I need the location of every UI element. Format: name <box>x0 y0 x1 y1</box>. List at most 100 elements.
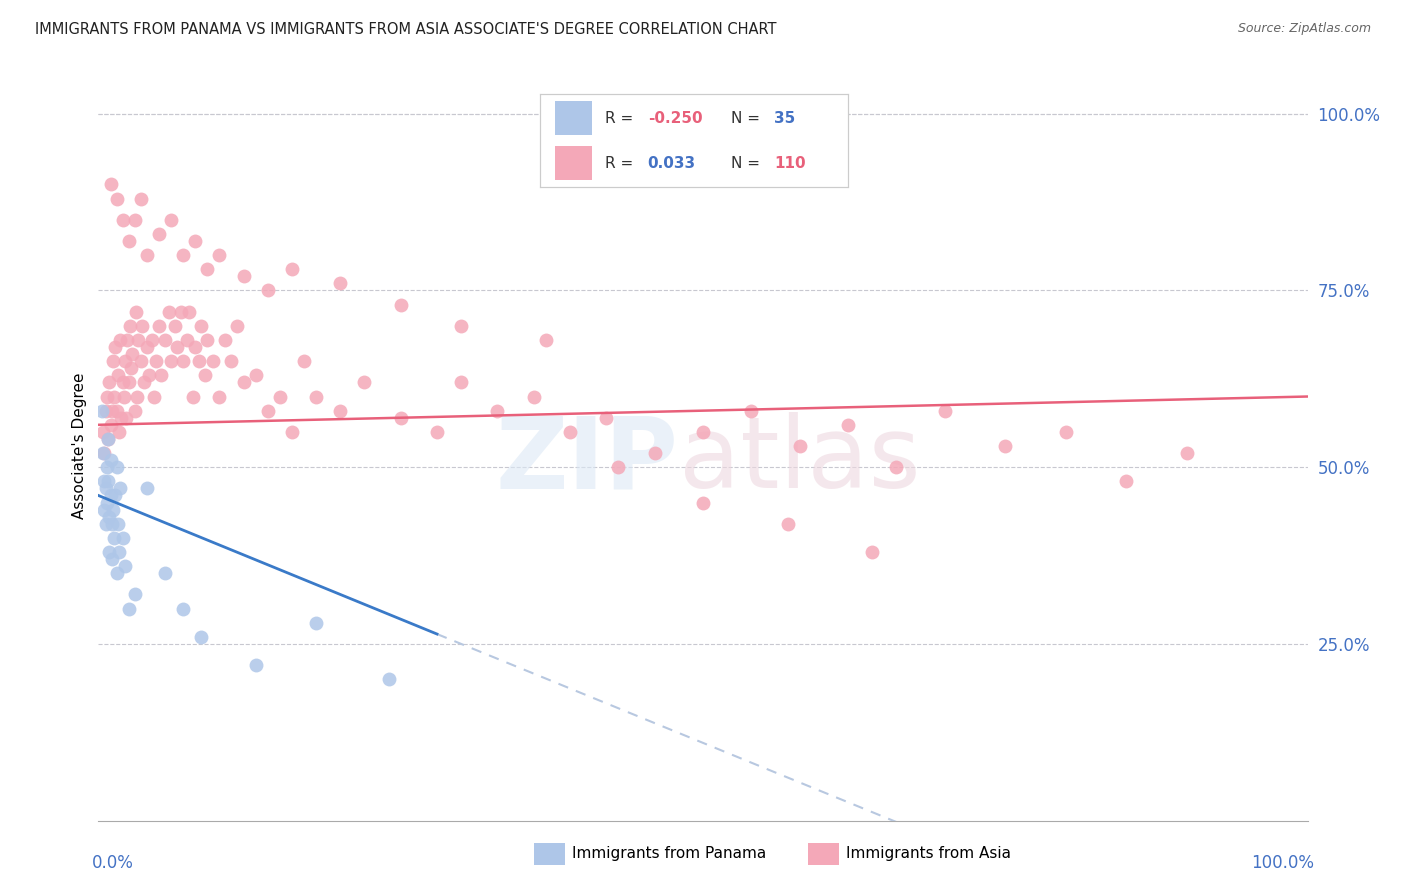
Point <box>256 284 278 298</box>
Point <box>125 304 148 318</box>
Point <box>135 340 157 354</box>
Point <box>107 368 129 383</box>
Point <box>1054 425 1077 439</box>
Point <box>103 531 125 545</box>
Point <box>256 403 278 417</box>
Point <box>172 248 194 262</box>
Point <box>934 403 956 417</box>
Point <box>96 390 118 404</box>
Point <box>450 376 472 390</box>
Point <box>124 212 146 227</box>
Point <box>94 482 117 496</box>
Point <box>169 304 191 318</box>
Point <box>194 368 217 383</box>
Text: Immigrants from Panama: Immigrants from Panama <box>572 847 766 861</box>
Point <box>150 368 173 383</box>
Point <box>232 269 254 284</box>
Point <box>101 354 124 368</box>
Point <box>329 403 352 417</box>
Point <box>118 234 141 248</box>
Text: 100.0%: 100.0% <box>1250 855 1313 872</box>
Point <box>93 502 115 516</box>
Point <box>305 615 328 630</box>
Point <box>111 212 134 227</box>
Point <box>124 587 146 601</box>
Point <box>1115 475 1137 489</box>
Point <box>329 277 352 291</box>
Point <box>131 318 153 333</box>
Point <box>112 390 135 404</box>
Point <box>96 495 118 509</box>
Point <box>607 460 630 475</box>
Point <box>486 403 509 417</box>
Point <box>107 516 129 531</box>
Text: ZIP: ZIP <box>496 412 679 509</box>
Point <box>110 410 132 425</box>
Point <box>221 354 243 368</box>
Point <box>103 390 125 404</box>
Point <box>100 453 122 467</box>
Point <box>97 432 120 446</box>
Point <box>179 304 201 318</box>
Point <box>166 340 188 354</box>
Point <box>143 390 166 404</box>
Point <box>181 390 204 404</box>
Point <box>135 482 157 496</box>
Point <box>153 333 176 347</box>
Point <box>100 403 122 417</box>
Point <box>108 482 131 496</box>
Point <box>108 425 131 439</box>
Point <box>120 361 142 376</box>
Point <box>105 566 128 581</box>
Text: 0.0%: 0.0% <box>93 855 134 872</box>
Point <box>93 446 115 460</box>
Point <box>184 340 207 354</box>
Point <box>114 559 136 574</box>
Point <box>886 460 908 475</box>
Point <box>860 545 883 559</box>
Point <box>100 552 122 566</box>
Point <box>281 425 304 439</box>
Point <box>232 376 254 390</box>
Point <box>98 376 121 390</box>
Point <box>353 376 375 390</box>
Point <box>134 376 156 390</box>
Point <box>245 658 267 673</box>
Point <box>160 354 183 368</box>
Point <box>108 333 131 347</box>
Point <box>100 488 122 502</box>
Point <box>111 376 134 390</box>
Point <box>305 390 328 404</box>
Point <box>692 425 714 439</box>
Point <box>117 333 139 347</box>
Point <box>523 390 546 404</box>
Point <box>190 630 212 644</box>
Point <box>692 495 714 509</box>
Point <box>114 354 136 368</box>
Point <box>145 354 167 368</box>
Point <box>534 333 557 347</box>
Point <box>163 318 186 333</box>
Point <box>148 318 170 333</box>
Point <box>644 446 666 460</box>
Point <box>195 262 218 277</box>
Point <box>292 354 315 368</box>
Point <box>776 516 799 531</box>
Point <box>105 192 128 206</box>
Point <box>94 516 117 531</box>
Point <box>91 425 114 439</box>
Point <box>100 178 122 192</box>
Point <box>377 673 399 687</box>
Point <box>129 354 152 368</box>
Point <box>208 390 231 404</box>
Point <box>837 417 859 432</box>
Point <box>789 439 811 453</box>
Point <box>187 354 209 368</box>
Point <box>426 425 449 439</box>
Point <box>98 545 121 559</box>
Point <box>245 368 267 383</box>
Text: Source: ZipAtlas.com: Source: ZipAtlas.com <box>1237 22 1371 36</box>
Point <box>1175 446 1198 460</box>
Point <box>100 417 122 432</box>
Point <box>104 488 127 502</box>
